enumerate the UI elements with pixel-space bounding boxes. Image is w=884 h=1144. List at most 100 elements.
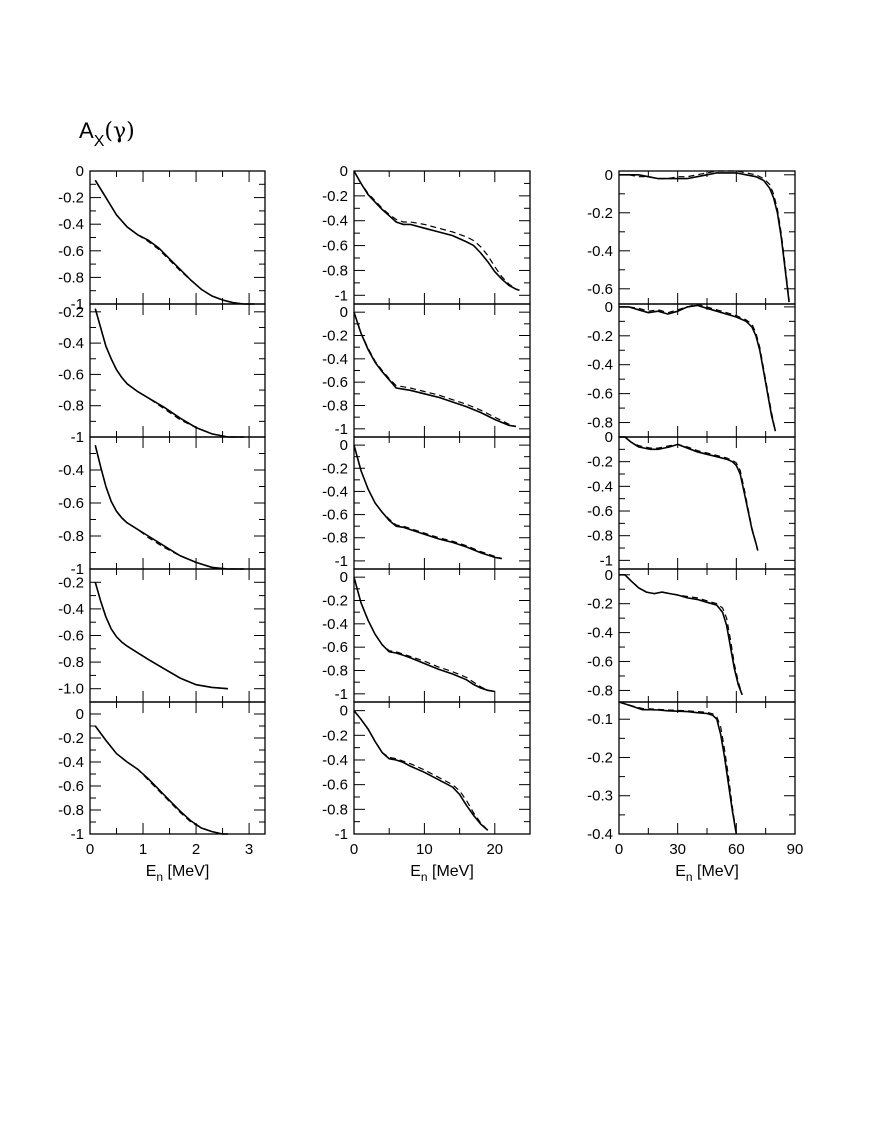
panel-frame xyxy=(618,701,796,835)
y-tick-label: -1 xyxy=(71,826,84,843)
y-tick-label: -0.4 xyxy=(587,826,613,843)
y-tick-label: -0.6 xyxy=(322,777,348,794)
y-tick-label: -0.6 xyxy=(58,778,84,795)
panel-frame xyxy=(353,568,531,703)
panel-c1-r4: 0 -0.2 -0.4 -0.6 -0.8 -1 xyxy=(322,701,531,843)
x-tick-label: 20 xyxy=(486,841,503,858)
dashed-curve xyxy=(94,445,244,570)
x-axis-label-sub: n xyxy=(686,870,693,884)
panel-c2-r4: -0.1 -0.2 -0.3 -0.4 xyxy=(587,701,796,843)
y-tick-label: -1 xyxy=(335,421,348,438)
panel-c0-r2: -0.4 -0.6 -0.8 -1 xyxy=(58,436,266,578)
y-tick-label: -0.1 xyxy=(587,711,613,728)
x-tick-label: 30 xyxy=(669,841,686,858)
y-tick-label: -0.8 xyxy=(58,528,84,545)
solid-curve xyxy=(353,170,520,292)
x-tick-label: 10 xyxy=(416,841,433,858)
x-axis-label-sub: n xyxy=(421,870,428,884)
y-tick-label: -0.2 xyxy=(322,328,348,345)
y-tick-label: 0 xyxy=(340,569,348,586)
y-tick-label: -0.8 xyxy=(587,528,613,545)
y-tick-label: -0.4 xyxy=(587,478,613,495)
panel-c0-r0: 0 -0.2 -0.4 -0.6 -0.8 -1 xyxy=(58,163,266,313)
y-tick-label: 0 xyxy=(76,163,84,180)
solid-curve xyxy=(619,304,777,432)
y-tick-label: 0 xyxy=(605,429,613,446)
y-tick-label: -1.0 xyxy=(58,681,84,698)
panel-c1-r2: 0 -0.2 -0.4 -0.6 -0.8 -1 xyxy=(322,436,531,570)
solid-curve xyxy=(94,582,228,690)
y-tick-label: -1 xyxy=(71,561,84,578)
y-tick-label: 0 xyxy=(605,567,613,584)
plot-grid: 0-0.2-0.4-0.6-0.8-1-0.2-0.4-0.6-0.8-1-0.… xyxy=(58,163,803,884)
y-tick-label: -0.4 xyxy=(322,616,348,633)
x-axis-label-unit: [MeV] xyxy=(693,863,739,880)
panel-frame xyxy=(353,436,531,570)
y-tick-label: -0.2 xyxy=(587,749,613,766)
solid-curve xyxy=(353,311,517,428)
y-tick-label: -0.2 xyxy=(322,460,348,477)
panel-frame xyxy=(618,303,796,438)
y-tick-label: -0.8 xyxy=(58,802,84,819)
y-tick-label: -0.6 xyxy=(587,281,613,298)
y-tick-label: -0.8 xyxy=(58,654,84,671)
y-tick-label: -0.6 xyxy=(322,374,348,391)
y-tick-label: -1 xyxy=(335,686,348,703)
panel-c0-r4: 0 -0.2 -0.4 -0.6 -0.8 -1 xyxy=(58,701,266,843)
chart-column-0: 0-0.2-0.4-0.6-0.8-1-0.2-0.4-0.6-0.8-1-0.… xyxy=(58,163,266,884)
x-axis-label-main: E xyxy=(146,863,157,880)
y-tick-label: 0 xyxy=(340,437,348,454)
x-tick-label: 0 xyxy=(350,841,358,858)
panel-c0-r1: -0.2 -0.4 -0.6 -0.8 -1 xyxy=(58,303,266,446)
panel-c0-r3: -0.2 -0.4 -0.6 -0.8 -1.0 xyxy=(58,568,266,703)
panel-c2-r0: 0 -0.2 -0.4 -0.6 xyxy=(587,167,796,305)
x-tick-label: 2 xyxy=(192,841,200,858)
y-tick-label: -0.4 xyxy=(587,243,613,260)
x-tick-label: 3 xyxy=(245,841,253,858)
y-tick-label: 0 xyxy=(340,163,348,180)
solid-curve xyxy=(619,436,759,551)
y-tick-label: -0.2 xyxy=(322,727,348,744)
solid-curve xyxy=(94,308,244,438)
solid-curve xyxy=(94,725,228,835)
panel-frame xyxy=(89,436,266,570)
y-tick-label: -0.4 xyxy=(322,483,348,500)
x-axis-label-unit: [MeV] xyxy=(428,863,474,880)
y-tick-label: -1 xyxy=(71,296,84,313)
panel-c1-r0: 0 -0.2 -0.4 -0.6 -0.8 -1 xyxy=(322,163,531,305)
y-tick-label: -0.8 xyxy=(322,530,348,547)
dashed-curve xyxy=(353,710,489,831)
dashed-curve xyxy=(619,574,743,695)
y-tick-label: -0.4 xyxy=(58,462,84,479)
y-tick-label: -0.4 xyxy=(587,625,613,642)
panel-frame xyxy=(353,170,531,305)
y-tick-label: -0.2 xyxy=(58,574,84,591)
y-tick-label: -0.4 xyxy=(58,601,84,618)
y-tick-label: -0.8 xyxy=(322,801,348,818)
y-tick-label: -0.3 xyxy=(587,788,613,805)
title-main: A xyxy=(79,118,94,143)
y-tick-label: 0 xyxy=(340,304,348,321)
y-tick-label: -0.8 xyxy=(322,262,348,279)
x-axis-label-main: E xyxy=(410,863,421,880)
y-tick-label: -0.8 xyxy=(587,415,613,432)
y-tick-label: -0.6 xyxy=(587,503,613,520)
x-axis-label: En [MeV] xyxy=(410,863,474,884)
y-tick-label: -0.4 xyxy=(58,216,84,233)
y-tick-label: -0.2 xyxy=(587,328,613,345)
y-tick-label: -0.6 xyxy=(587,386,613,403)
dashed-curve xyxy=(94,725,228,835)
solid-curve xyxy=(619,574,743,696)
y-tick-label: -1 xyxy=(335,826,348,843)
x-tick-label: 1 xyxy=(139,841,147,858)
y-tick-label: -0.2 xyxy=(587,205,613,222)
dashed-curve xyxy=(619,436,759,551)
y-tick-label: 0 xyxy=(605,299,613,316)
y-tick-label: -0.4 xyxy=(322,213,348,230)
y-tick-label: -0.8 xyxy=(322,663,348,680)
panel-frame xyxy=(353,701,531,835)
panel-frame xyxy=(618,436,796,570)
solid-curve xyxy=(353,710,489,831)
panel-frame xyxy=(618,170,796,305)
